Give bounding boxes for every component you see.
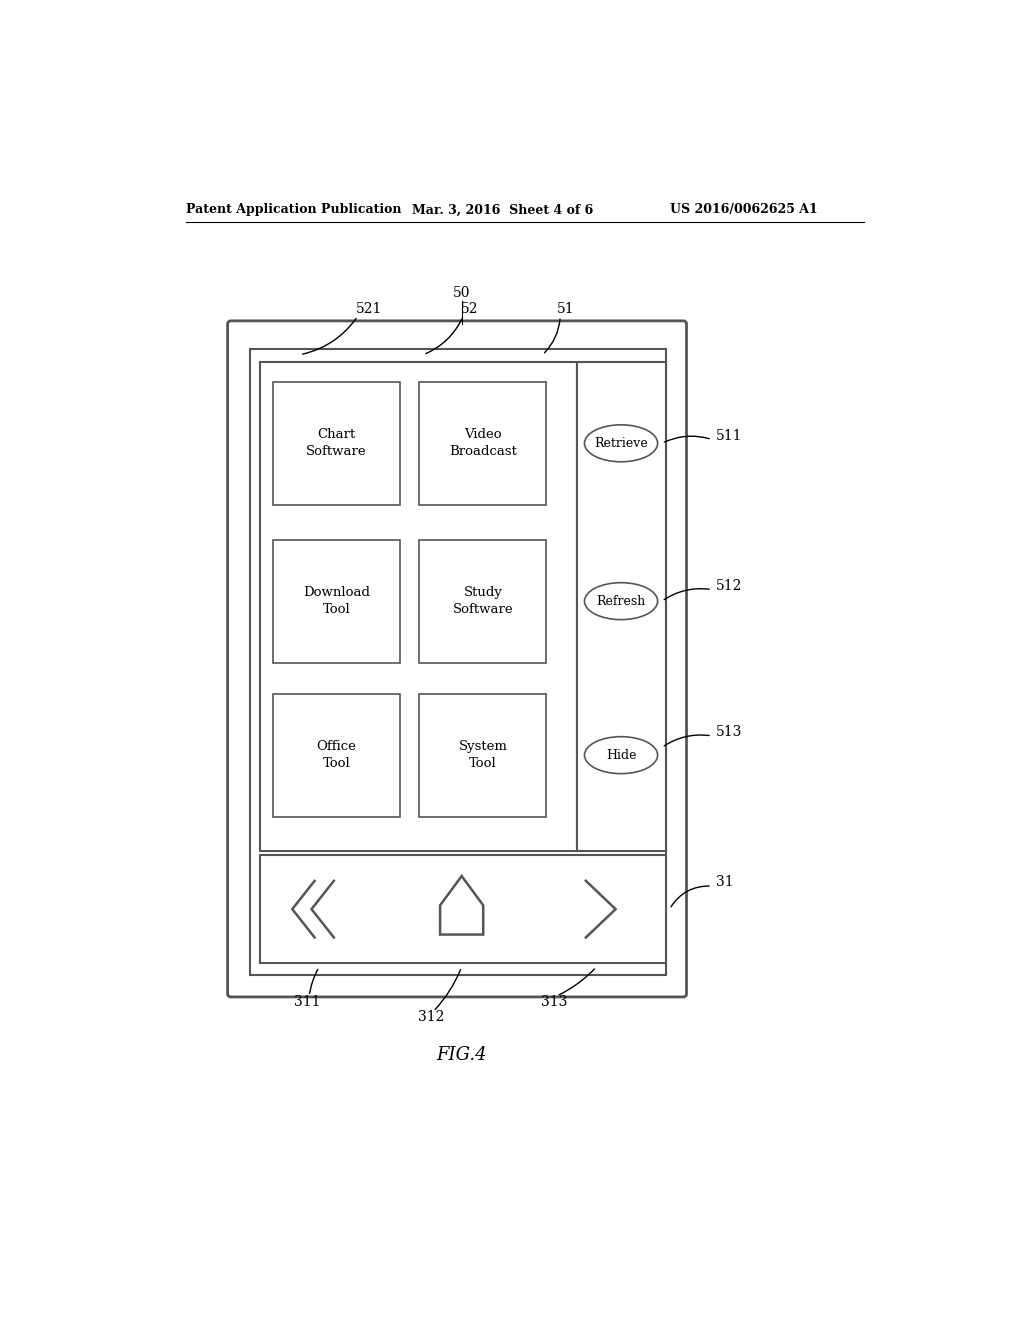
Text: Refresh: Refresh bbox=[596, 594, 646, 607]
Text: Retrieve: Retrieve bbox=[594, 437, 648, 450]
Text: 313: 313 bbox=[541, 994, 567, 1008]
Text: System
Tool: System Tool bbox=[459, 741, 507, 770]
Text: 50: 50 bbox=[453, 286, 470, 300]
Bar bbox=[273, 540, 400, 663]
Text: Mar. 3, 2016  Sheet 4 of 6: Mar. 3, 2016 Sheet 4 of 6 bbox=[412, 203, 593, 216]
Bar bbox=[419, 540, 547, 663]
Bar bbox=[273, 381, 400, 506]
Text: Chart
Software: Chart Software bbox=[306, 428, 367, 458]
Text: 312: 312 bbox=[418, 1010, 444, 1024]
Text: 311: 311 bbox=[295, 994, 321, 1008]
Text: 512: 512 bbox=[716, 578, 742, 593]
Bar bbox=[260, 363, 578, 851]
Text: 511: 511 bbox=[716, 429, 742, 442]
Text: 52: 52 bbox=[461, 301, 478, 315]
Text: Hide: Hide bbox=[606, 748, 636, 762]
Text: 31: 31 bbox=[716, 875, 733, 890]
Text: 521: 521 bbox=[356, 301, 382, 315]
Bar bbox=[578, 363, 666, 851]
Bar bbox=[260, 855, 666, 964]
Bar bbox=[419, 381, 547, 506]
Ellipse shape bbox=[585, 425, 657, 462]
Text: US 2016/0062625 A1: US 2016/0062625 A1 bbox=[670, 203, 817, 216]
Bar bbox=[419, 693, 547, 817]
Text: Patent Application Publication: Patent Application Publication bbox=[186, 203, 401, 216]
Text: Download
Tool: Download Tool bbox=[303, 586, 370, 616]
FancyBboxPatch shape bbox=[227, 321, 686, 997]
Text: Office
Tool: Office Tool bbox=[316, 741, 356, 770]
Text: 51: 51 bbox=[557, 301, 574, 315]
Text: FIG.4: FIG.4 bbox=[436, 1047, 487, 1064]
Ellipse shape bbox=[585, 737, 657, 774]
Text: Study
Software: Study Software bbox=[453, 586, 513, 616]
Bar bbox=[250, 350, 666, 974]
Text: Video
Broadcast: Video Broadcast bbox=[449, 428, 517, 458]
Bar bbox=[273, 693, 400, 817]
Ellipse shape bbox=[585, 582, 657, 619]
Text: 513: 513 bbox=[716, 725, 742, 739]
